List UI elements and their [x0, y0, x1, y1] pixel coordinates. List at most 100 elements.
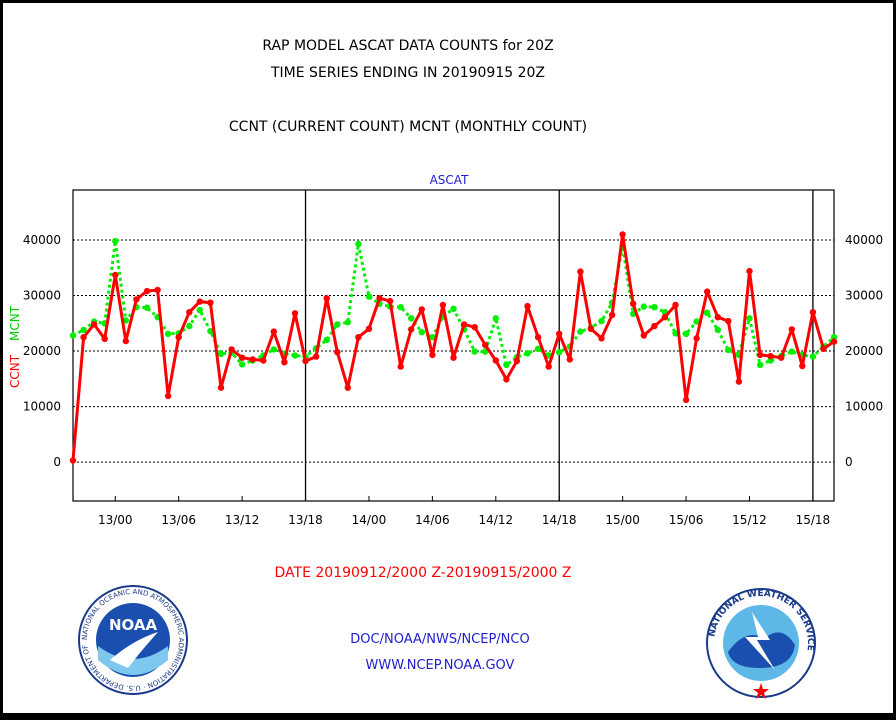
data-point-mcnt	[196, 306, 203, 314]
data-point-mcnt	[323, 336, 330, 344]
data-point-ccnt	[651, 322, 658, 330]
data-point-mcnt	[450, 305, 457, 312]
data-point-ccnt	[778, 354, 785, 361]
x-tick-label: 15/18	[796, 513, 831, 527]
y-tick-label-left: 40000	[23, 233, 61, 247]
data-point-ccnt	[408, 326, 415, 333]
data-point-ccnt	[545, 363, 552, 370]
data-point-ccnt	[534, 334, 542, 341]
data-point-mcnt	[651, 304, 658, 311]
data-point-mcnt	[714, 326, 721, 334]
data-point-ccnt	[101, 335, 108, 342]
y-tick-label-right: 10000	[845, 400, 883, 414]
data-point-ccnt	[323, 295, 330, 302]
data-point-ccnt	[704, 288, 711, 295]
x-tick-label: 15/12	[732, 513, 767, 527]
url-link[interactable]: WWW.NCEP.NOAA.GOV	[365, 658, 515, 673]
data-point-ccnt	[450, 354, 457, 361]
data-point-mcnt	[164, 330, 172, 337]
y-tick-label-right: 0	[845, 455, 853, 469]
data-point-ccnt	[80, 334, 87, 341]
data-point-mcnt	[492, 315, 499, 322]
data-point-mcnt	[186, 322, 193, 330]
data-point-ccnt	[619, 231, 626, 238]
data-point-mcnt	[471, 348, 478, 355]
data-point-ccnt	[492, 357, 499, 364]
data-point-ccnt	[661, 314, 669, 321]
data-point-ccnt	[598, 335, 605, 342]
data-point-ccnt	[133, 296, 140, 303]
data-point-ccnt	[207, 299, 214, 306]
data-point-ccnt	[830, 338, 838, 345]
data-point-ccnt	[746, 267, 753, 275]
data-point-ccnt	[503, 376, 510, 383]
data-point-ccnt	[429, 351, 436, 359]
data-point-ccnt	[756, 351, 764, 359]
data-point-mcnt	[397, 304, 404, 311]
date-range: DATE 20190912/2000 Z-20190915/2000 Z	[274, 565, 572, 581]
data-point-ccnt	[608, 311, 616, 319]
data-point-mcnt	[112, 237, 119, 245]
data-point-ccnt	[640, 332, 647, 339]
data-point-mcnt	[756, 361, 764, 369]
data-point-mcnt	[693, 318, 700, 325]
x-tick-label: 14/00	[352, 513, 387, 527]
data-point-ccnt	[418, 306, 425, 313]
data-point-ccnt	[682, 396, 690, 404]
title-line-1: RAP MODEL ASCAT DATA COUNTS for 20Z	[262, 38, 554, 54]
data-point-mcnt	[418, 329, 425, 336]
data-point-ccnt	[482, 341, 489, 349]
data-point-ccnt	[90, 321, 98, 328]
y-tick-label-left: 10000	[23, 400, 61, 414]
data-point-ccnt	[196, 298, 203, 305]
data-point-ccnt	[460, 321, 468, 328]
data-point-ccnt	[365, 325, 373, 332]
data-point-mcnt	[355, 240, 362, 248]
data-point-mcnt	[217, 350, 225, 357]
day-separators	[304, 190, 814, 501]
series-group	[69, 231, 838, 464]
data-point-mcnt	[746, 315, 753, 322]
data-point-ccnt	[238, 354, 246, 361]
data-point-mcnt	[207, 327, 214, 335]
data-point-ccnt	[249, 356, 256, 363]
data-point-ccnt	[175, 334, 182, 341]
data-point-mcnt	[482, 348, 489, 355]
data-point-ccnt	[788, 326, 795, 333]
data-point-ccnt	[439, 301, 447, 309]
data-point-mcnt	[291, 352, 299, 359]
data-point-mcnt	[830, 334, 838, 341]
y-label-mcnt: MCNT	[8, 305, 22, 341]
data-point-ccnt	[577, 268, 584, 275]
data-point-ccnt	[344, 384, 351, 391]
data-point-ccnt	[767, 352, 774, 360]
data-point-mcnt	[598, 317, 605, 325]
data-point-ccnt	[164, 392, 172, 400]
data-point-ccnt	[291, 310, 299, 317]
data-point-mcnt	[767, 357, 774, 364]
data-point-mcnt	[69, 332, 77, 339]
data-point-ccnt	[281, 359, 288, 366]
title-line-2: TIME SERIES ENDING IN 20190915 20Z	[271, 65, 545, 81]
data-point-ccnt	[312, 353, 320, 360]
y-label-ccnt: CCNT	[8, 354, 22, 388]
y-axis: 0 0 10000 10000 20000 20000 30000 30000 40000 400…	[23, 233, 883, 469]
data-point-mcnt	[556, 349, 563, 356]
data-point-ccnt	[630, 300, 637, 307]
x-tick-label: 13/06	[161, 513, 196, 527]
data-point-ccnt	[513, 357, 521, 365]
org-line: DOC/NOAA/NWS/NCEP/NCO	[350, 632, 530, 647]
data-point-ccnt	[69, 457, 77, 464]
data-point-ccnt	[302, 357, 309, 365]
chart-title: ASCAT	[430, 173, 469, 187]
y-tick-label-right: 30000	[845, 289, 883, 303]
data-point-ccnt	[672, 301, 679, 309]
legend-text: CCNT (CURRENT COUNT) MCNT (MONTHLY COUNT…	[228, 119, 588, 135]
y-tick-label-right: 20000	[845, 344, 883, 358]
y-tick-label-left: 0	[53, 455, 61, 469]
data-point-ccnt	[143, 287, 151, 295]
data-point-ccnt	[112, 271, 119, 279]
data-point-ccnt	[386, 297, 394, 305]
